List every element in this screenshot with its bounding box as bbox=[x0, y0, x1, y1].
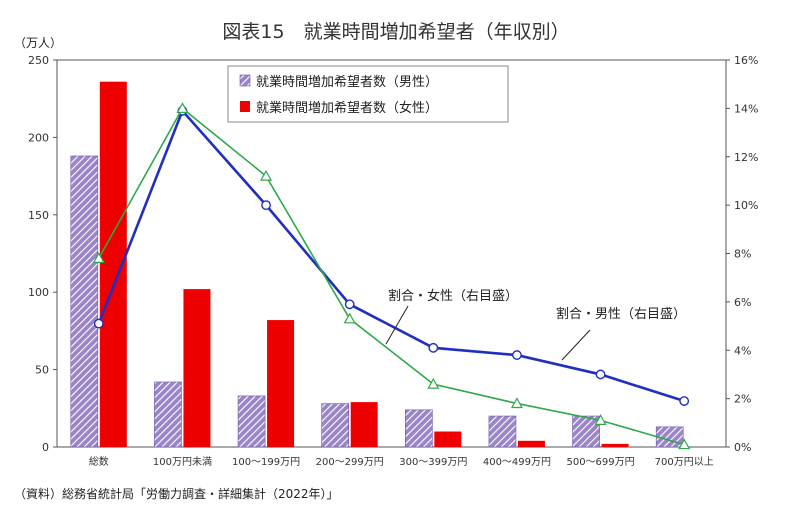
point-female bbox=[427, 377, 440, 389]
y-left-axis: 0 50 100 150 200 250 bbox=[28, 54, 57, 454]
bar-male bbox=[405, 409, 433, 448]
legend-swatch-male bbox=[239, 74, 251, 87]
source-note: （資料）総務省統計局「労働力調査・詳細集計（2022年）」 bbox=[14, 486, 339, 501]
bar-female bbox=[517, 440, 545, 447]
point-female bbox=[510, 397, 523, 409]
point-female bbox=[92, 252, 105, 263]
point-male bbox=[93, 318, 104, 329]
legend-label-male: 就業時間増加希望者数（男性） bbox=[256, 74, 438, 90]
x-tick-label: 200～299万円 bbox=[316, 457, 384, 468]
x-tick-label: 400～499万円 bbox=[483, 457, 551, 468]
bar-male bbox=[488, 415, 517, 448]
legend: 就業時間増加希望者数（男性） 就業時間増加希望者数（女性） bbox=[227, 65, 509, 123]
bar-male bbox=[154, 381, 182, 448]
bar-male bbox=[572, 415, 600, 448]
chart-title: 図表15 就業時間増加希望者（年収別） bbox=[222, 21, 569, 43]
line-series bbox=[92, 102, 691, 450]
annotation-female: 割合・女性（右目盛） bbox=[388, 288, 518, 304]
y-left-tick-label: 150 bbox=[28, 209, 49, 222]
point-male bbox=[679, 396, 690, 406]
legend-box bbox=[227, 65, 509, 123]
point-male bbox=[512, 350, 522, 360]
point-male bbox=[595, 369, 606, 380]
y-left-tick-label: 0 bbox=[42, 441, 49, 454]
y-right-tick-label: 8% bbox=[734, 248, 751, 261]
line-male bbox=[97, 108, 685, 403]
bar-male bbox=[237, 395, 266, 448]
x-tick-label: 総数 bbox=[89, 455, 109, 468]
y-right-tick-label: 14% bbox=[734, 102, 758, 115]
point-male bbox=[344, 299, 355, 310]
y-right-tick-label: 6% bbox=[734, 296, 751, 309]
y-right-tick-label: 0% bbox=[734, 441, 751, 454]
y-left-tick-label: 50 bbox=[35, 364, 49, 377]
bar-male bbox=[70, 155, 99, 448]
bar-female bbox=[434, 431, 462, 447]
annotation-male: 割合・男性（右目盛） bbox=[556, 306, 686, 322]
x-tick-label: 300～399万円 bbox=[399, 457, 467, 468]
x-tick-label: 700万円以上 bbox=[655, 456, 714, 468]
y-right-tick-label: 10% bbox=[734, 199, 758, 212]
y-left-unit: （万人） bbox=[14, 36, 62, 50]
point-female bbox=[260, 169, 273, 181]
y-right-axis: 0% 2% 4% 6% 8% 10% 12% 14% 16% bbox=[726, 54, 758, 454]
line-female bbox=[98, 107, 685, 446]
bar-female bbox=[350, 402, 378, 447]
point-female bbox=[594, 414, 607, 425]
point-female bbox=[176, 102, 189, 113]
y-right-tick-label: 4% bbox=[734, 344, 751, 357]
x-tick-label: 100万円未満 bbox=[153, 456, 212, 468]
bar-female bbox=[183, 289, 211, 447]
legend-swatch-female bbox=[240, 101, 250, 112]
point-male bbox=[261, 200, 271, 211]
y-right-tick-label: 2% bbox=[734, 393, 751, 406]
x-axis-labels: 総数 100万円未満 100～199万円 200～299万円 300～399万円 400～… bbox=[89, 455, 714, 468]
x-tick-label: 500～699万円 bbox=[566, 457, 634, 468]
y-left-tick-label: 200 bbox=[28, 131, 49, 144]
annotation-leader-female bbox=[385, 305, 409, 345]
y-right-tick-label: 16% bbox=[734, 54, 758, 67]
point-male bbox=[428, 342, 439, 353]
point-female bbox=[343, 312, 356, 324]
bar-male bbox=[321, 403, 349, 448]
bar-female bbox=[601, 443, 629, 447]
y-left-tick-label: 100 bbox=[28, 286, 49, 299]
bars bbox=[70, 81, 684, 448]
bar-female bbox=[267, 320, 295, 447]
y-left-tick-label: 250 bbox=[28, 54, 49, 67]
annotation-leader-male bbox=[561, 329, 591, 361]
legend-label-female: 就業時間増加希望者数（女性） bbox=[256, 100, 438, 116]
x-tick-label: 100～199万円 bbox=[232, 457, 300, 468]
point-female bbox=[678, 438, 691, 450]
y-right-tick-label: 12% bbox=[734, 151, 758, 164]
